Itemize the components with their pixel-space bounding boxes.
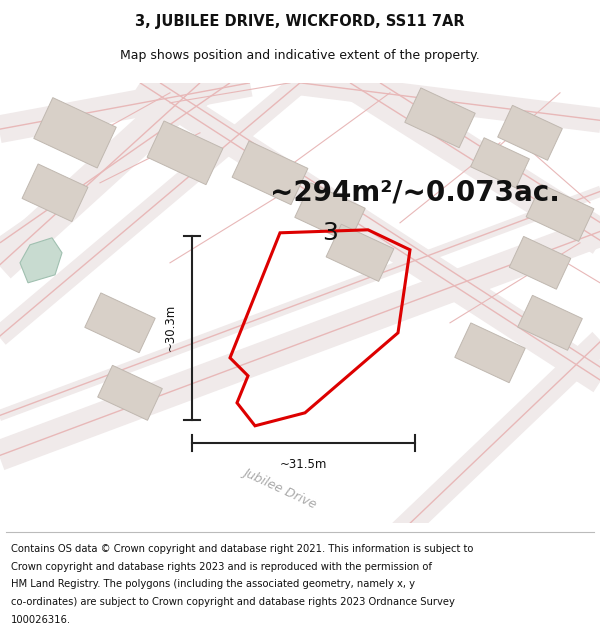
Polygon shape [518,296,583,350]
Text: 3: 3 [322,221,338,245]
Polygon shape [295,183,365,243]
Polygon shape [497,106,562,160]
Text: co-ordinates) are subject to Crown copyright and database rights 2023 Ordnance S: co-ordinates) are subject to Crown copyr… [11,598,455,608]
Polygon shape [22,164,88,222]
Polygon shape [98,366,163,420]
Text: 100026316.: 100026316. [11,615,71,625]
Polygon shape [85,293,155,352]
Polygon shape [147,121,223,184]
Text: Jubilee Drive: Jubilee Drive [241,465,319,511]
Polygon shape [326,224,394,281]
Text: ~31.5m: ~31.5m [280,458,327,471]
Text: ~294m²/~0.073ac.: ~294m²/~0.073ac. [270,179,560,207]
Polygon shape [232,141,308,204]
Text: HM Land Registry. The polygons (including the associated geometry, namely x, y: HM Land Registry. The polygons (includin… [11,579,415,589]
Polygon shape [470,138,529,188]
Polygon shape [20,238,62,282]
Polygon shape [526,184,594,241]
Text: ~30.3m: ~30.3m [163,304,176,351]
Polygon shape [509,236,571,289]
Polygon shape [405,88,475,148]
Text: Contains OS data © Crown copyright and database right 2021. This information is : Contains OS data © Crown copyright and d… [11,544,473,554]
Text: Map shows position and indicative extent of the property.: Map shows position and indicative extent… [120,49,480,62]
Polygon shape [34,98,116,168]
Polygon shape [455,323,525,382]
Text: 3, JUBILEE DRIVE, WICKFORD, SS11 7AR: 3, JUBILEE DRIVE, WICKFORD, SS11 7AR [135,14,465,29]
Text: Crown copyright and database rights 2023 and is reproduced with the permission o: Crown copyright and database rights 2023… [11,561,432,571]
